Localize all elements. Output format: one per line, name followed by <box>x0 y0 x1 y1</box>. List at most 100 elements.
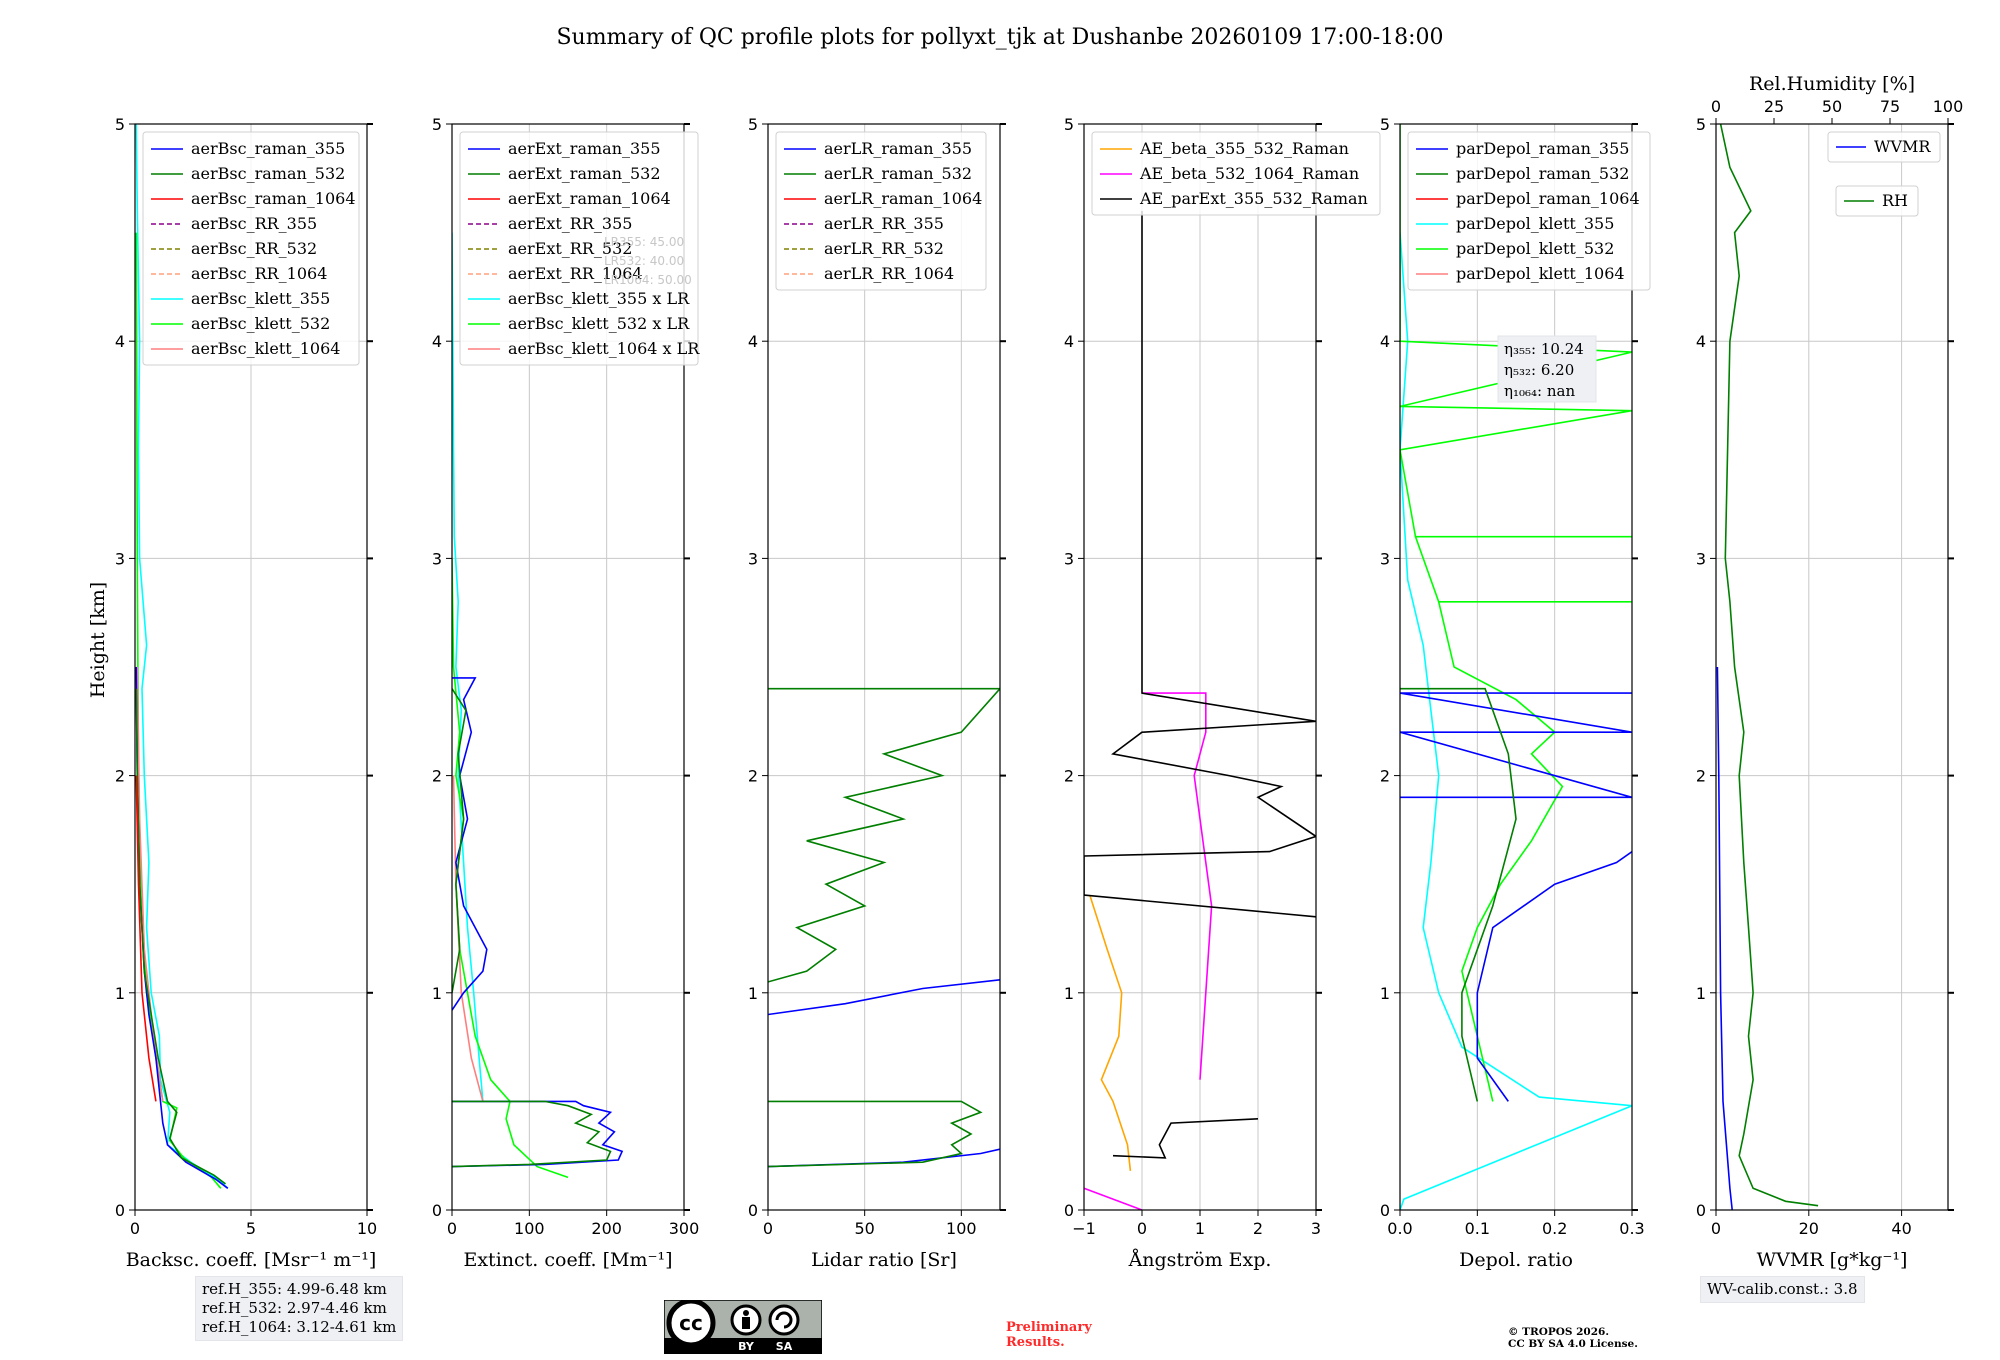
y-tick-label: 3 <box>432 549 442 568</box>
legend: aerExt_raman_355 aerExt_raman_532 aerExt_r… <box>459 131 700 366</box>
series-line-aerBsc_klett_355 x LR <box>452 232 484 1102</box>
legend-label: aerLR_raman_1064 <box>824 189 982 208</box>
x-tick-label: 10 <box>357 1219 377 1238</box>
panel-wv: 0 20 40 0 1 2 3 4 5 WVMR [g*kg⁻¹] 0 25 50 75 100 Rel.Hu… <box>1696 73 1963 1271</box>
x2-tick-label: 75 <box>1880 97 1900 116</box>
legend-label: aerBsc_raman_355 <box>191 139 345 158</box>
y-tick-label: 3 <box>1696 549 1706 568</box>
x-tick-label: 1 <box>1195 1219 1205 1238</box>
legend-label: aerBsc_klett_1064 <box>191 339 340 358</box>
y-tick-label: 4 <box>1696 332 1706 351</box>
x-tick-label: 0.3 <box>1619 1219 1644 1238</box>
y-tick-label: 4 <box>748 332 758 351</box>
x2-tick-label: 50 <box>1822 97 1842 116</box>
x-tick-label: 0.1 <box>1465 1219 1490 1238</box>
y-tick-label: 3 <box>748 549 758 568</box>
legend-label: parDepol_klett_1064 <box>1456 264 1625 283</box>
y-tick-label: 3 <box>1064 549 1074 568</box>
series-line-parDepol_raman_355 <box>1400 692 1632 799</box>
legend-wvmr: WVMR <box>1827 131 1941 163</box>
legend: AE_beta_355_532_Raman AE_beta_532_1064_Ra… <box>1091 131 1381 216</box>
y-tick-label: 2 <box>1380 767 1390 786</box>
x-axis-label: Backsc. coeff. [Msr⁻¹ m⁻¹] <box>126 1249 377 1271</box>
axes-frame <box>1715 123 1949 1211</box>
series-line-parDepol_klett_532 <box>1400 124 1632 1102</box>
series-line-aerBsc_klett_532 x LR <box>452 558 569 1179</box>
legend-label: parDepol_klett_532 <box>1456 239 1614 258</box>
y-tick-label: 0 <box>1380 1201 1390 1220</box>
x-tick-label: 0 <box>447 1219 457 1238</box>
series-line-aerBsc_raman_355 <box>135 666 229 1189</box>
series-group <box>452 232 624 1179</box>
cc-by-label: BY <box>738 1340 755 1353</box>
legend-label: AE_parExt_355_532_Raman <box>1139 189 1368 208</box>
legend-label: aerBsc_klett_532 x LR <box>508 314 690 333</box>
x-tick-label: 50 <box>854 1219 874 1238</box>
x-tick-label: 100 <box>946 1219 977 1238</box>
legend-box <box>1827 131 1941 163</box>
y-tick-label: 3 <box>115 549 125 568</box>
legend-box <box>1407 131 1651 291</box>
x-tick-label: 0.0 <box>1387 1219 1412 1238</box>
legend-label: aerLR_RR_532 <box>824 239 944 258</box>
y-tick-label: 0 <box>432 1201 442 1220</box>
y-tick-label: 2 <box>1696 767 1706 786</box>
series-line-AE_beta_355_532_Raman <box>1089 894 1132 1171</box>
wv-calib-note: WV-calib.const.: 3.8 <box>1700 1276 1865 1303</box>
series-line-parDepol_raman_532 <box>1400 687 1517 1102</box>
legend-box <box>142 131 360 366</box>
legend: parDepol_raman_355 parDepol_raman_532 parD… <box>1407 131 1651 291</box>
x-tick-label: 5 <box>246 1219 256 1238</box>
ref-height-532: ref.H_532: 2.97-4.46 km <box>202 1299 387 1317</box>
series-line-aerBsc_raman_1064 <box>135 775 157 1102</box>
axes-frame <box>1399 123 1633 1211</box>
y-tick-label: 3 <box>1380 549 1390 568</box>
legend-label: WVMR <box>1874 137 1931 156</box>
legend-label: parDepol_raman_532 <box>1456 164 1629 183</box>
legend-label: aerBsc_klett_1064 x LR <box>508 339 700 358</box>
y-tick-label: 4 <box>1064 332 1074 351</box>
legend-label: aerBsc_raman_532 <box>191 164 345 183</box>
y-tick-label: 1 <box>115 984 125 1003</box>
x-tick-label: −1 <box>1072 1219 1096 1238</box>
y-tick-label: 4 <box>432 332 442 351</box>
series-line-AE_parExt_355_532_Raman <box>1112 1118 1259 1159</box>
ref-height-355: ref.H_355: 4.99-6.48 km <box>202 1280 387 1298</box>
y-tick-label: 5 <box>1064 115 1074 134</box>
legend-label: RH <box>1882 191 1908 210</box>
series-group <box>768 687 1000 1168</box>
series-line-AE_beta_532_1064_Raman <box>1142 692 1213 1080</box>
series-line-aerLR_raman_532 <box>768 687 1000 983</box>
x-axis-label: Lidar ratio [Sr] <box>811 1249 957 1271</box>
panel-lr: 0 50 100 0 1 2 3 4 5 Lidar ratio [Sr] aerLR_raman_… <box>748 115 1006 1271</box>
legend-label: aerExt_RR_532 <box>508 239 632 258</box>
copyright-line-2: CC BY SA 4.0 License. <box>1508 1338 1638 1350</box>
series-group <box>1716 124 1819 1210</box>
x-tick-label: 40 <box>1891 1219 1911 1238</box>
axes-frame <box>767 123 1001 1211</box>
x2-tick-label: 25 <box>1764 97 1784 116</box>
x2-axis-label: Rel.Humidity [%] <box>1749 73 1915 95</box>
series-line-aerLR_raman_355 <box>768 979 1000 1016</box>
legend-label: aerLR_raman_532 <box>824 164 972 183</box>
series-line-aerExt_raman_532 <box>452 688 467 993</box>
y-tick-label: 5 <box>1696 115 1706 134</box>
x-axis-label: Extinct. coeff. [Mm⁻¹] <box>463 1249 672 1271</box>
x-tick-label: 100 <box>514 1219 545 1238</box>
y-tick-label: 1 <box>1064 984 1074 1003</box>
legend-label: aerLR_RR_1064 <box>824 264 954 283</box>
y-tick-label: 0 <box>1696 1201 1706 1220</box>
legend-label: parDepol_klett_355 <box>1456 214 1614 233</box>
x-tick-label: 3 <box>1311 1219 1321 1238</box>
y-tick-label: 0 <box>1064 1201 1074 1220</box>
series-line-aerBsc_raman_532 <box>135 688 226 1185</box>
legend: aerLR_raman_355 aerLR_raman_532 aerLR_rama… <box>775 131 987 291</box>
copyright-note: © TROPOS 2026. CC BY SA 4.0 License. <box>1508 1326 1638 1350</box>
y-tick-label: 2 <box>115 767 125 786</box>
legend-label: aerBsc_klett_532 <box>191 314 330 333</box>
y-tick-label: 2 <box>432 767 442 786</box>
series-line-AE_beta_532_1064_Raman <box>1084 1187 1143 1210</box>
legend-label: aerLR_raman_355 <box>824 139 972 158</box>
x-tick-label: 300 <box>669 1219 700 1238</box>
